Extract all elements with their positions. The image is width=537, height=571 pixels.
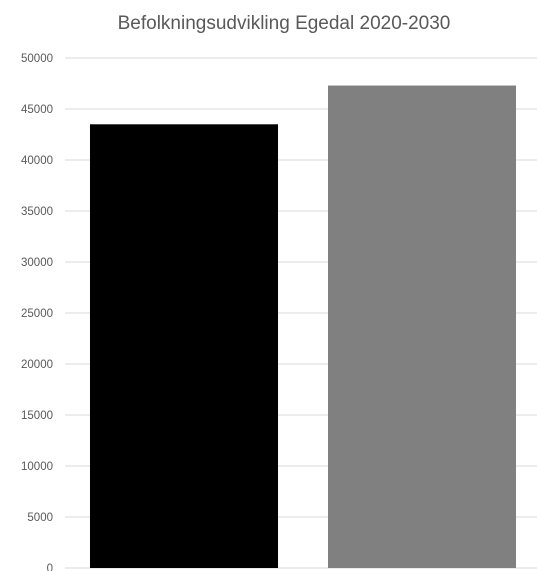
y-tick-label: 40000 <box>21 155 53 167</box>
y-tick-label: 0 <box>47 563 53 571</box>
y-tick-label: 30000 <box>21 257 53 269</box>
y-tick-label: 45000 <box>21 104 53 116</box>
y-tick-label: 15000 <box>21 410 53 422</box>
chart-title: Befolkningsudvikling Egedal 2020-2030 <box>118 13 451 34</box>
bars <box>89 85 517 569</box>
bar-2 <box>327 85 517 568</box>
y-tick-label: 5000 <box>27 512 53 524</box>
y-tick-label: 35000 <box>21 206 53 218</box>
y-tick-label: 25000 <box>21 308 53 320</box>
bar-1 <box>89 124 279 569</box>
y-tick-label: 10000 <box>21 461 53 473</box>
y-axis-tick-labels: 0 5000 10000 15000 20000 25000 30000 35000 40000… <box>21 53 53 571</box>
y-tick-label: 20000 <box>21 359 53 371</box>
y-tick-label: 50000 <box>21 53 53 65</box>
